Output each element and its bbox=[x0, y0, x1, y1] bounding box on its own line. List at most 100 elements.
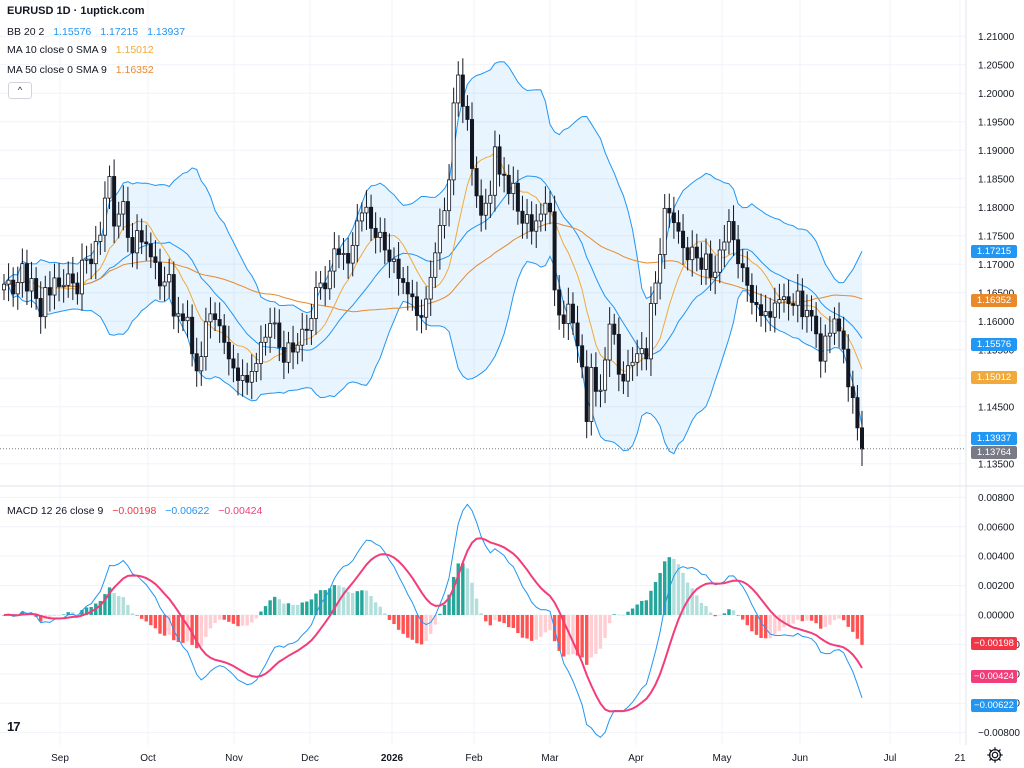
macd-line bbox=[3, 503, 863, 738]
candle-body bbox=[552, 211, 557, 291]
macd-histogram-bar bbox=[172, 615, 176, 641]
price-axis-tick: 1.13500 bbox=[978, 459, 1015, 470]
candle-body bbox=[506, 174, 511, 194]
macd-histogram-bar bbox=[126, 604, 130, 615]
candle-body bbox=[529, 214, 534, 232]
candle-body bbox=[525, 214, 530, 224]
candle-body bbox=[814, 315, 819, 335]
macd-histogram-bar bbox=[635, 604, 639, 615]
candle-body bbox=[38, 298, 43, 318]
candle-body bbox=[341, 253, 346, 255]
candle-body bbox=[772, 302, 777, 318]
candle-body bbox=[162, 281, 167, 287]
macd-histogram-bar bbox=[860, 615, 864, 645]
price-axis-tick: 1.20500 bbox=[978, 60, 1015, 71]
macd-histogram-bar bbox=[630, 608, 635, 615]
macd-histogram-bar bbox=[75, 614, 80, 615]
time-axis-tick: Sep bbox=[51, 753, 69, 764]
candle-body bbox=[52, 277, 57, 296]
candle-body bbox=[447, 179, 452, 212]
candle-body bbox=[15, 282, 20, 295]
macd-histogram-bar bbox=[190, 615, 194, 645]
macd-histogram-bar bbox=[507, 615, 511, 628]
candle-body bbox=[575, 322, 580, 347]
macd-histogram-bar bbox=[543, 615, 548, 633]
candle-body bbox=[823, 335, 828, 362]
candle-body bbox=[382, 231, 387, 251]
macd-histogram-bar bbox=[685, 582, 690, 615]
time-axis-tick: Feb bbox=[465, 753, 483, 764]
candle-body bbox=[566, 303, 571, 324]
candle-body bbox=[130, 237, 135, 254]
candle-body bbox=[419, 315, 424, 318]
macd-histogram-bar bbox=[474, 598, 479, 615]
candle-body bbox=[318, 282, 323, 289]
macd-histogram-bar bbox=[791, 615, 795, 624]
macd-histogram-bar bbox=[823, 615, 827, 628]
macd-histogram-bar bbox=[378, 606, 382, 615]
macd-histogram-bar bbox=[318, 590, 323, 615]
macd-histogram-bar bbox=[396, 615, 401, 630]
macd-histogram-bar bbox=[461, 563, 465, 615]
candle-body bbox=[391, 258, 396, 262]
candle-body bbox=[782, 296, 787, 300]
macd-histogram-bar bbox=[71, 612, 75, 615]
macd-histogram-bar bbox=[828, 615, 832, 625]
macd-histogram-bar bbox=[731, 610, 736, 615]
candle-body bbox=[818, 333, 823, 362]
candle-body bbox=[313, 287, 318, 319]
bollinger-basis-line bbox=[3, 175, 863, 357]
collapse-legend-button[interactable]: ^ bbox=[8, 82, 32, 99]
macd-histogram-bar bbox=[805, 615, 809, 621]
candle-body bbox=[791, 303, 796, 306]
candle-body bbox=[277, 322, 282, 348]
candle-body bbox=[6, 279, 11, 285]
macd-histogram-bar bbox=[768, 615, 772, 639]
candle-body bbox=[607, 323, 612, 361]
macd-histogram-bar bbox=[438, 613, 442, 615]
macd-histogram-bar bbox=[162, 615, 167, 636]
time-axis: Sep Oct Nov Dec 2026 Feb Mar Apr May Jun Jul 21 bbox=[51, 753, 966, 764]
macd-histogram-bar bbox=[429, 615, 433, 634]
candle-body bbox=[621, 373, 626, 382]
macd-histogram-bar bbox=[809, 615, 814, 621]
candle-body bbox=[350, 245, 355, 264]
macd-histogram-bar bbox=[502, 615, 506, 624]
candle-body bbox=[589, 367, 594, 422]
macd-histogram-bar bbox=[484, 615, 488, 622]
macd-histogram-bar bbox=[295, 604, 300, 615]
tradingview-logo[interactable]: 17 bbox=[7, 719, 21, 734]
macd-histogram-bar bbox=[259, 611, 263, 615]
macd-histogram-bar bbox=[699, 602, 704, 615]
macd-histogram-bar bbox=[571, 615, 575, 655]
macd-histogram-bar bbox=[217, 615, 222, 620]
chart-title: EURUSD 1D · 1uptick.com bbox=[7, 5, 145, 17]
macd-histogram-bar bbox=[759, 615, 763, 639]
candle-body bbox=[437, 225, 442, 254]
macd-histogram-bar bbox=[419, 615, 424, 645]
macd-histogram-bar bbox=[341, 587, 346, 615]
macd-histogram-bar bbox=[575, 615, 580, 656]
macd-histogram-bar bbox=[291, 604, 295, 615]
candle-body bbox=[713, 271, 718, 278]
macd-histogram-bar bbox=[626, 611, 630, 615]
candle-body bbox=[759, 304, 764, 316]
macd-histogram-bar bbox=[442, 604, 447, 615]
gear-icon[interactable] bbox=[986, 746, 1004, 764]
macd-histogram-bar bbox=[525, 615, 529, 639]
macd-histogram bbox=[2, 557, 864, 665]
candle-body bbox=[148, 243, 153, 258]
candle-body bbox=[442, 210, 447, 226]
macd-value-tag: −0.00424 bbox=[971, 670, 1017, 684]
macd-histogram-bar bbox=[589, 615, 593, 658]
macd-histogram-bar bbox=[451, 576, 456, 615]
macd-histogram-bar bbox=[282, 603, 286, 615]
macd-histogram-bar bbox=[557, 615, 561, 651]
candle-body bbox=[93, 241, 98, 265]
candle-body bbox=[47, 287, 52, 296]
macd-histogram-bar bbox=[309, 599, 314, 615]
macd-histogram-bar bbox=[121, 597, 125, 615]
macd-histogram-bar bbox=[727, 609, 731, 615]
candle-body bbox=[543, 202, 548, 215]
